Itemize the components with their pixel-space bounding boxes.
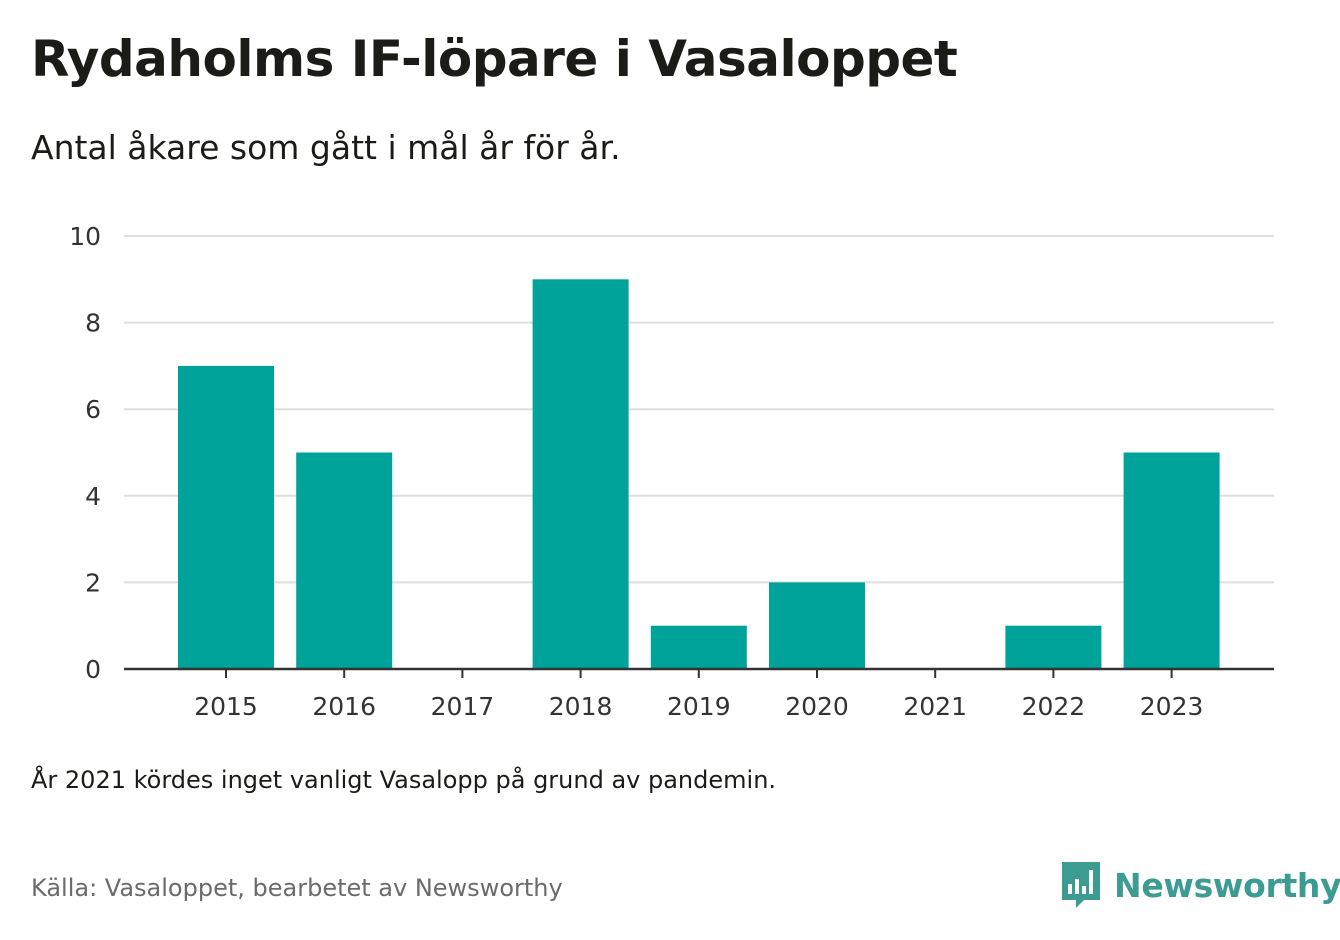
x-tick-label: 2023 bbox=[1140, 692, 1204, 721]
bar bbox=[1123, 452, 1220, 669]
bar bbox=[1005, 625, 1102, 669]
x-tick-label: 2015 bbox=[194, 692, 258, 721]
y-tick-label: 8 bbox=[85, 309, 101, 338]
y-tick-label: 10 bbox=[69, 222, 101, 251]
bar bbox=[769, 582, 865, 669]
x-tick-label: 2021 bbox=[903, 692, 967, 721]
source-credit: Källa: Vasaloppet, bearbetet av Newswort… bbox=[31, 874, 563, 902]
x-tick-label: 2020 bbox=[785, 692, 849, 721]
brand-logo[interactable]: Newsworthy bbox=[1060, 860, 1340, 910]
bar-chart: 0 2 4 6 8 10 2015 2016 2017 2018 2019 2020 2021 2022 2… bbox=[69, 222, 1274, 721]
axes: 0 2 4 6 8 10 2015 2016 2017 2018 2019 2020 2021 2022 2… bbox=[69, 222, 1274, 721]
y-tick-label: 4 bbox=[85, 482, 101, 511]
bar-chart-speech-bubble-icon bbox=[1062, 862, 1100, 908]
chart-subtitle: Antal åkare som gått i mål år för år. bbox=[31, 128, 621, 167]
chart-note: År 2021 kördes inget vanligt Vasalopp på… bbox=[31, 766, 777, 794]
chart-title: Rydaholms IF-löpare i Vasaloppet bbox=[31, 30, 958, 88]
y-tick-label: 0 bbox=[85, 655, 101, 684]
x-tick-label: 2017 bbox=[431, 692, 495, 721]
x-tick-label: 2019 bbox=[667, 692, 731, 721]
bar bbox=[532, 279, 629, 669]
x-tick-label: 2016 bbox=[312, 692, 376, 721]
x-tick-label: 2018 bbox=[549, 692, 613, 721]
bar bbox=[178, 365, 274, 669]
y-tick-label: 2 bbox=[85, 568, 101, 597]
brand-name: Newsworthy bbox=[1114, 865, 1340, 905]
bar bbox=[650, 625, 747, 669]
bar bbox=[296, 452, 393, 669]
x-tick-label: 2022 bbox=[1022, 692, 1086, 721]
bars bbox=[178, 279, 1220, 669]
y-tick-label: 6 bbox=[85, 395, 101, 424]
